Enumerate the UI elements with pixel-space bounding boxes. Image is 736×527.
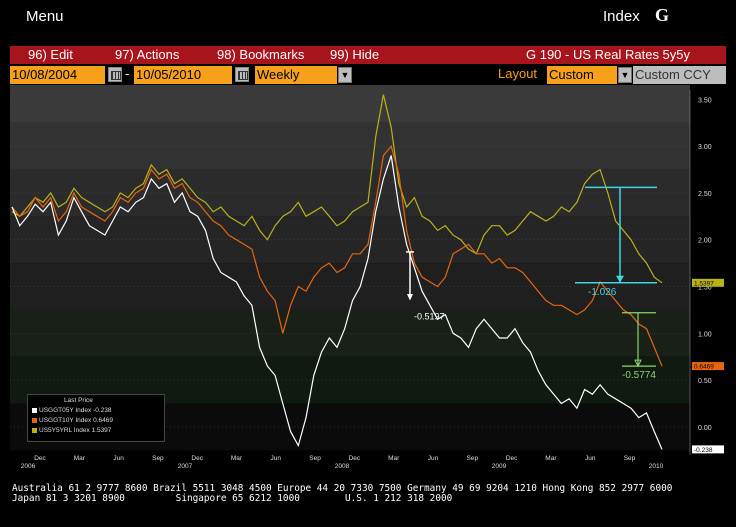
y-tick-label: 0.50 [698,378,712,385]
actions-menu[interactable]: 97) Actions [115,47,180,62]
y-tick-label: 1.50 [698,285,712,292]
x-tick-label: Dec [191,455,203,462]
x-year-label: 2009 [492,463,507,470]
legend-item-yellow: US5Y5YRL Index 1.5397 [32,427,111,434]
start-date-field[interactable]: 10/08/2004 [10,66,105,84]
end-date-field[interactable]: 10/05/2010 [134,66,232,84]
series-line-1 [11,144,663,367]
y-tick-label: 2.00 [698,238,712,245]
toolbar: 96) Edit 97) Actions 98) Bookmarks 99) H… [10,46,726,64]
layout-label: Layout [498,66,538,81]
x-tick-label: Mar [388,455,400,462]
index-logo-icon: G [655,5,670,25]
annotation-arrow [407,294,413,301]
chart-band [10,75,690,123]
annotation-label: -0.5197 [414,311,445,321]
footer-line-2: Japan 81 3 3201 8900 Singapore 65 6212 1… [12,493,453,504]
menu-button[interactable]: Menu [26,8,64,25]
last-value-tag [692,278,724,287]
x-year-label: 2007 [178,463,193,470]
y-tick-label: 3.00 [698,144,712,151]
security-title: G 190 - US Real Rates 5y5y [526,47,691,62]
last-value-label: -0.238 [694,447,713,454]
x-tick-label: Sep [624,455,636,462]
legend-title: Last Price [64,397,93,404]
hide-button[interactable]: 99) Hide [330,47,380,62]
x-tick-label: Dec [34,455,46,462]
x-year-label: 2008 [335,463,350,470]
x-year-label: 2010 [649,463,664,470]
calendar-icon[interactable] [108,67,122,82]
x-tick-label: Jun [113,455,124,462]
period-select[interactable]: Weekly [255,66,337,84]
footer-line-1: Australia 61 2 9777 8600 Brazil 5511 304… [12,483,673,494]
index-label: Index [603,8,640,25]
layout-select[interactable]: Custom [547,66,617,84]
control-bar: 10/08/2004 - 10/05/2010 Weekly ▼ Layout … [10,66,726,84]
annotation-label: -0.5774 [622,370,656,381]
series-line-2 [11,94,663,284]
x-tick-label: Sep [152,455,164,462]
x-tick-label: Mar [74,455,86,462]
x-tick-label: Dec [349,455,361,462]
chevron-down-icon[interactable]: ▼ [338,67,352,83]
y-tick-label: 2.50 [698,191,712,198]
x-tick-label: Sep [309,455,321,462]
last-value-label: 0.6469 [694,364,714,371]
chart-legend: Last Price USGGT05Y Index -0.238 USGGT10… [27,394,165,442]
legend-item-white: USGGT05Y Index -0.238 [32,407,112,414]
currency-select[interactable]: Custom CCY [633,66,726,84]
y-tick-label: 1.00 [698,331,712,338]
annotation-arrow [616,275,624,283]
edit-menu[interactable]: 96) Edit [28,47,73,62]
last-value-tag [692,362,724,371]
x-tick-label: Sep [467,455,479,462]
calendar-icon[interactable] [235,67,249,82]
last-value-tag [692,445,724,454]
annotation-arrow [634,359,642,368]
y-tick-label: 3.50 [698,97,712,104]
series-line-0 [11,155,663,450]
x-tick-label: Mar [545,455,557,462]
x-tick-label: Jun [585,455,596,462]
x-tick-label: Dec [506,455,518,462]
x-year-label: 2006 [21,463,36,470]
x-tick-label: Jun [428,455,439,462]
x-tick-label: Mar [231,455,243,462]
bookmarks-menu[interactable]: 98) Bookmarks [217,47,305,62]
y-tick-label: 0.00 [698,425,712,432]
footer-contacts: Australia 61 2 9777 8600 Brazil 5511 304… [12,484,672,504]
x-tick-label: Jun [271,455,282,462]
chevron-down-icon[interactable]: ▼ [618,67,632,83]
legend-item-orange: USGGT10Y Index 0.6469 [32,417,113,424]
last-value-label: 1.5397 [694,280,714,287]
date-separator: - [125,66,130,81]
annotation-label: -1.026 [588,287,617,298]
top-bar: Menu Index G [0,0,736,34]
